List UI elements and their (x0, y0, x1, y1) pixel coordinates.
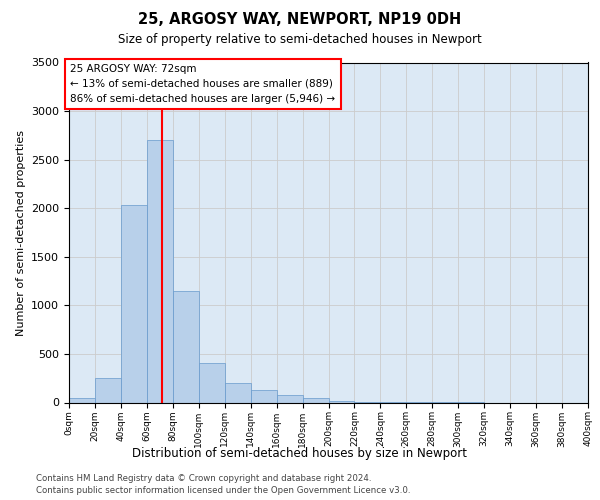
Bar (251, 390, 277, 402)
Bar (69, 398, 95, 402)
Bar (147, 140, 173, 402)
Text: 25, ARGOSY WAY, NEWPORT, NP19 0DH: 25, ARGOSY WAY, NEWPORT, NP19 0DH (139, 12, 461, 28)
Bar (302, 398, 329, 402)
Text: Size of property relative to semi-detached houses in Newport: Size of property relative to semi-detach… (118, 32, 482, 46)
Bar (95, 378, 121, 402)
Text: 25 ARGOSY WAY: 72sqm
← 13% of semi-detached houses are smaller (889)
86% of semi: 25 ARGOSY WAY: 72sqm ← 13% of semi-detac… (70, 64, 335, 104)
Bar (121, 206, 147, 402)
Text: Contains public sector information licensed under the Open Government Licence v3: Contains public sector information licen… (36, 486, 410, 495)
Text: Contains HM Land Registry data © Crown copyright and database right 2024.: Contains HM Land Registry data © Crown c… (36, 474, 371, 483)
Y-axis label: Number of semi-detached properties: Number of semi-detached properties (16, 130, 26, 336)
Bar (277, 394, 302, 402)
Bar (225, 383, 251, 402)
Bar (329, 400, 355, 402)
Text: Distribution of semi-detached houses by size in Newport: Distribution of semi-detached houses by … (133, 446, 467, 460)
Bar (199, 362, 224, 403)
Bar (173, 291, 199, 403)
